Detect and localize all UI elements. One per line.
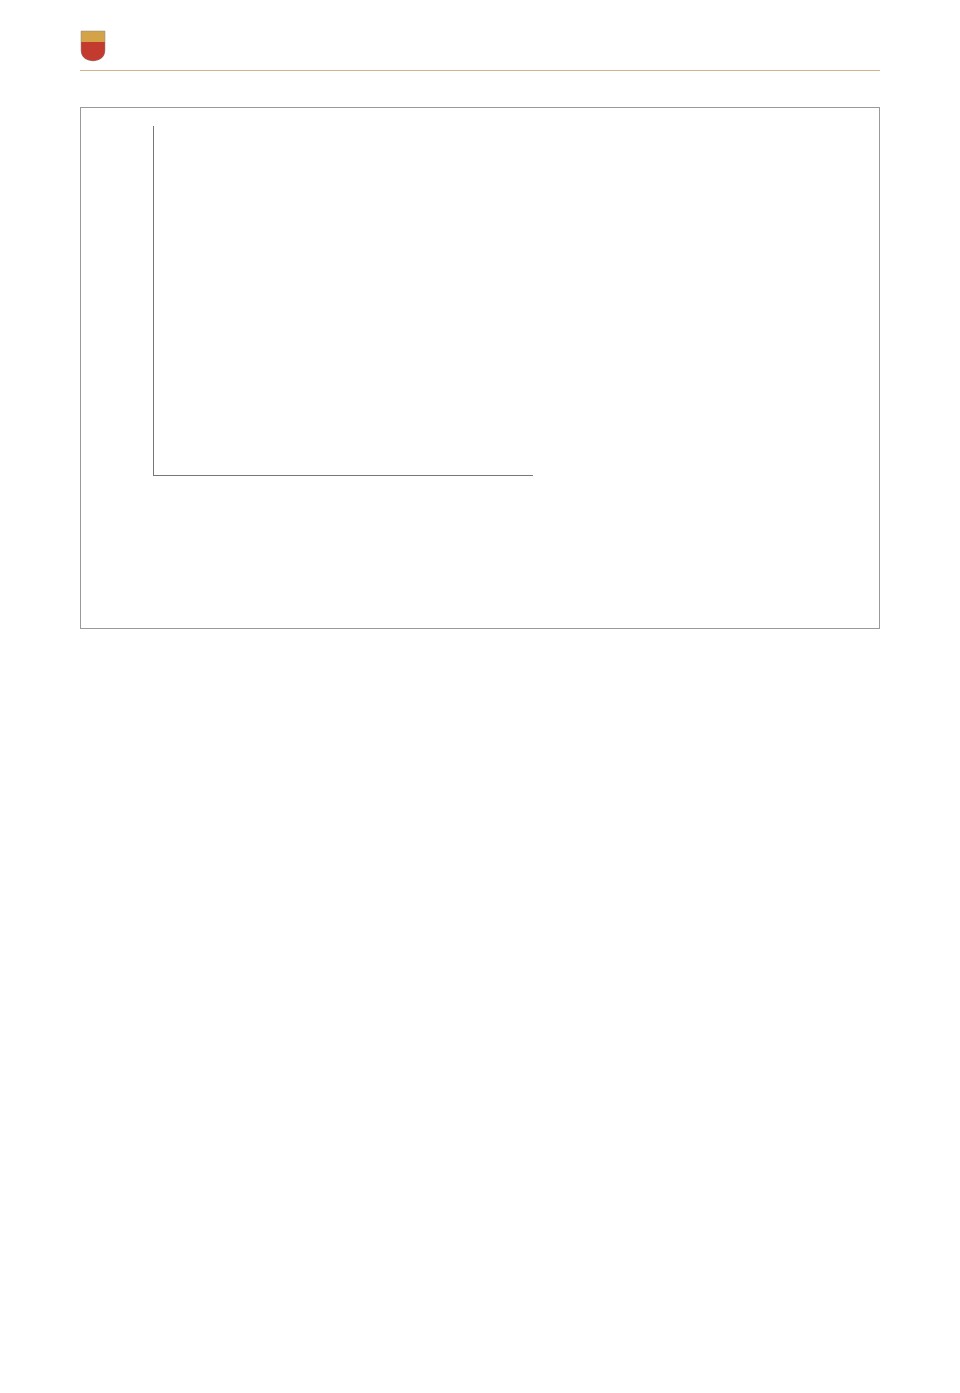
y-axis [93,126,149,476]
page-header [80,30,880,62]
bars [154,126,533,475]
chart-container [80,107,880,629]
x-axis-labels [153,476,533,596]
shield-icon [80,30,106,62]
org-logo [80,30,114,62]
chart-plot [93,126,533,506]
legend [533,126,867,506]
header-rule [80,70,880,71]
